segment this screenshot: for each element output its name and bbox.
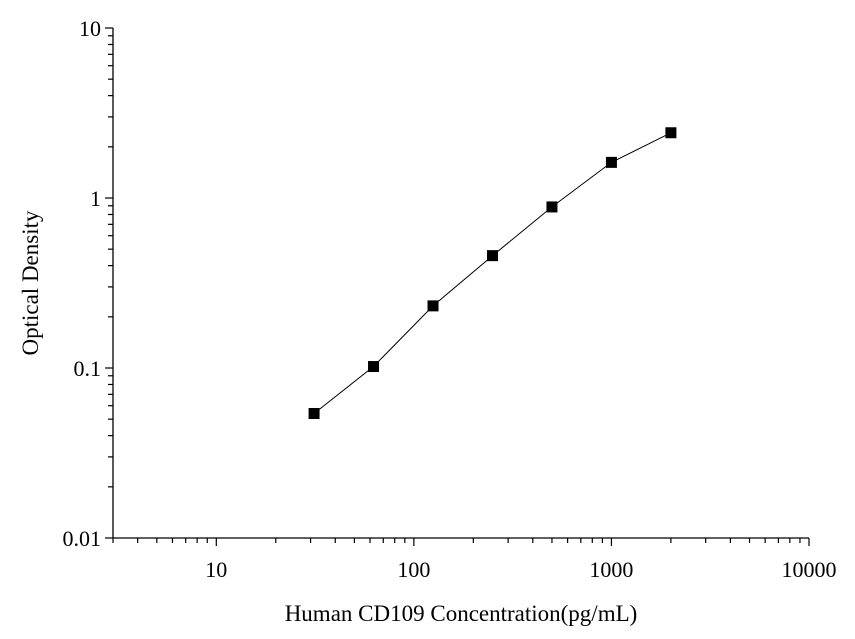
data-point [486,250,498,262]
data-point [665,127,677,139]
data-point [605,156,617,168]
series-points [308,127,677,419]
x-tick-label: 10000 [782,557,837,582]
y-tick-label: 0.1 [74,356,102,381]
plot-frame [112,28,809,539]
data-point [368,361,380,373]
x-tick-label: 10 [205,557,227,582]
x-axis-tick-labels: 10 100 1000 10000 [205,557,836,582]
y-tick-label: 10 [79,16,101,41]
x-axis-ticks [112,538,810,546]
y-axis-title: Optical Density [18,210,43,355]
x-axis-title: Human CD109 Concentration(pg/mL) [285,601,638,626]
y-tick-label: 1 [90,186,101,211]
data-point [546,201,558,213]
data-point [308,407,320,419]
data-point [427,300,439,312]
x-tick-label: 100 [397,557,430,582]
y-axis-ticks [105,27,113,539]
y-axis-tick-labels: 0.01 0.1 1 10 [63,16,102,551]
x-tick-label: 1000 [589,557,633,582]
y-tick-label: 0.01 [63,526,102,551]
